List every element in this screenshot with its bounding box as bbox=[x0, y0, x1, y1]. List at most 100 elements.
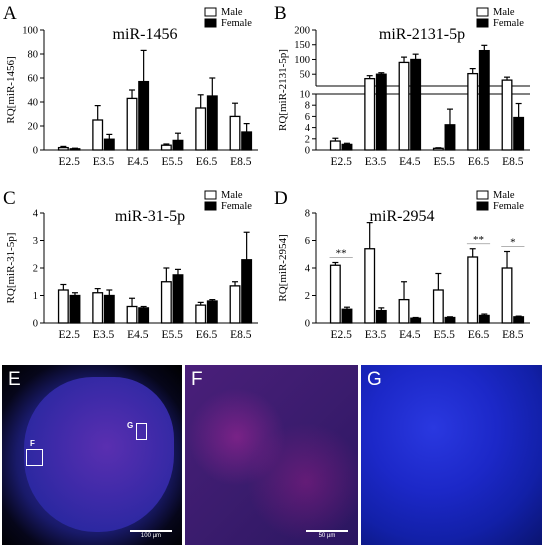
y-tick-label: 3 bbox=[33, 236, 38, 247]
legend-label: Female bbox=[493, 18, 524, 29]
bar bbox=[138, 80, 150, 151]
bar bbox=[57, 146, 69, 151]
bar bbox=[432, 289, 444, 324]
y-tick-label: 8 bbox=[305, 101, 310, 112]
y-tick-label: 1 bbox=[33, 291, 38, 302]
x-tick-label: E4.5 bbox=[127, 329, 149, 341]
y-tick-label: 80 bbox=[28, 50, 39, 61]
y-tick-label: 40 bbox=[28, 98, 39, 109]
y-axis-label: RQ[miR-2954] bbox=[277, 234, 289, 301]
chart-title: miR-2954 bbox=[370, 208, 435, 225]
bar bbox=[57, 289, 69, 324]
x-tick-label: E3.5 bbox=[93, 156, 115, 168]
micrograph-g: G bbox=[361, 365, 542, 545]
bar bbox=[467, 256, 479, 324]
micrograph-e: F G E 100 µm bbox=[2, 365, 182, 545]
bar bbox=[513, 316, 525, 324]
chart-title: miR-2131-5p bbox=[379, 26, 465, 43]
inset-box-f bbox=[26, 449, 43, 466]
x-tick-label: E2.5 bbox=[58, 329, 80, 341]
legend-label: Male bbox=[221, 7, 243, 18]
x-tick-label: E6.5 bbox=[196, 156, 218, 168]
y-tick-label: 50 bbox=[300, 70, 311, 81]
y-tick-label: 200 bbox=[294, 26, 310, 37]
micrograph-label: F bbox=[191, 369, 203, 390]
y-tick-label: 4 bbox=[33, 209, 39, 220]
bar bbox=[241, 131, 253, 151]
y-tick-label: 100 bbox=[22, 26, 38, 37]
y-tick-label: 150 bbox=[294, 40, 310, 51]
bar bbox=[126, 97, 138, 151]
x-tick-label: E8.5 bbox=[230, 156, 252, 168]
y-tick-label: 0 bbox=[33, 146, 38, 157]
bar bbox=[444, 124, 456, 151]
bar bbox=[398, 298, 410, 324]
micrograph-label: E bbox=[8, 369, 21, 390]
bar bbox=[195, 107, 207, 151]
x-tick-label: E5.5 bbox=[161, 329, 183, 341]
chart-title: miR-31-5p bbox=[115, 208, 185, 225]
bar bbox=[103, 294, 115, 324]
legend-label: Female bbox=[493, 201, 524, 212]
bar bbox=[501, 267, 513, 324]
tissue-section bbox=[24, 377, 174, 532]
bar bbox=[69, 294, 81, 324]
scale-bar: 100 µm bbox=[130, 530, 172, 539]
legend-label: Female bbox=[221, 18, 252, 29]
x-tick-label: E6.5 bbox=[196, 329, 218, 341]
panel-letter: B bbox=[274, 3, 287, 24]
legend-swatch bbox=[476, 7, 489, 17]
bar bbox=[229, 115, 241, 151]
y-axis-label: RQ[miR-1456] bbox=[5, 56, 17, 123]
y-tick-label: 10 bbox=[300, 90, 311, 101]
y-tick-label: 2 bbox=[305, 291, 310, 302]
bar bbox=[138, 307, 150, 324]
y-tick-label: 20 bbox=[28, 122, 39, 133]
bar bbox=[329, 140, 341, 151]
x-tick-label: E8.5 bbox=[230, 329, 252, 341]
x-tick-label: E3.5 bbox=[93, 329, 115, 341]
bar bbox=[206, 300, 218, 324]
bar bbox=[229, 285, 241, 324]
x-tick-label: E5.5 bbox=[161, 156, 183, 168]
y-tick-label: 6 bbox=[305, 112, 310, 123]
y-tick-label: 8 bbox=[305, 209, 310, 220]
legend-label: Male bbox=[221, 190, 243, 201]
panel-a-plot: 0 20 40 60 80 100 RQ[miR-1456] miR-1456 MaleFema… bbox=[5, 7, 258, 168]
y-tick-label: 4 bbox=[305, 123, 311, 134]
y-tick-label: 0 bbox=[33, 319, 38, 330]
legend-label: Male bbox=[493, 190, 515, 201]
x-tick-label: E2.5 bbox=[330, 156, 352, 168]
x-tick-label: E5.5 bbox=[433, 156, 455, 168]
bar bbox=[375, 309, 387, 324]
x-tick-label: E2.5 bbox=[58, 156, 80, 168]
bar bbox=[195, 304, 207, 324]
y-tick-label: 0 bbox=[305, 146, 310, 157]
x-tick-label: E2.5 bbox=[330, 329, 352, 341]
panel-letter: C bbox=[3, 188, 16, 209]
bar bbox=[375, 73, 387, 151]
inset-box-g bbox=[136, 423, 147, 440]
x-tick-label: E8.5 bbox=[502, 329, 524, 341]
bar bbox=[341, 308, 353, 324]
y-tick-label: 4 bbox=[305, 264, 311, 275]
x-tick-label: E4.5 bbox=[399, 329, 421, 341]
y-tick-label: 6 bbox=[305, 236, 310, 247]
scale-bar: 50 µm bbox=[306, 530, 348, 539]
bar bbox=[444, 316, 456, 324]
x-tick-label: E6.5 bbox=[468, 329, 490, 341]
legend-swatch bbox=[476, 18, 489, 28]
bar bbox=[126, 305, 138, 324]
x-tick-label: E5.5 bbox=[433, 329, 455, 341]
bar bbox=[172, 274, 184, 324]
x-tick-label: E4.5 bbox=[399, 156, 421, 168]
y-tick-label: 0 bbox=[305, 319, 310, 330]
bar bbox=[410, 58, 422, 151]
significance-mark: ** bbox=[473, 234, 484, 246]
bar bbox=[364, 248, 376, 324]
